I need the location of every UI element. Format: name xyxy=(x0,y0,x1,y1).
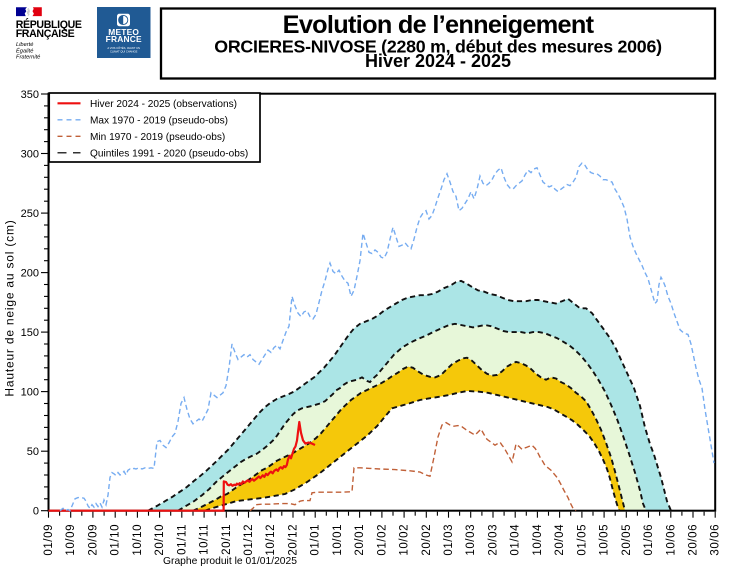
svg-text:20/12: 20/12 xyxy=(288,524,300,556)
svg-text:Hiver 2024 - 2025 (observation: Hiver 2024 - 2025 (observations) xyxy=(90,99,237,110)
svg-text:10/12: 10/12 xyxy=(265,524,277,556)
svg-text:01/02: 01/02 xyxy=(376,524,388,556)
svg-text:Graphe produit le 01/01/2025: Graphe produit le 01/01/2025 xyxy=(163,556,297,567)
svg-text:A VOS CÔTÉS, AVANT UN: A VOS CÔTÉS, AVANT UN xyxy=(107,45,140,50)
svg-text:01/06: 01/06 xyxy=(643,524,655,556)
svg-text:0: 0 xyxy=(33,506,39,518)
svg-text:METEO: METEO xyxy=(108,27,139,37)
svg-text:50: 50 xyxy=(27,446,39,458)
svg-text:20/03: 20/03 xyxy=(488,524,500,556)
svg-text:01/03: 01/03 xyxy=(443,524,455,556)
svg-text:100: 100 xyxy=(21,387,39,399)
svg-text:Max 1970 - 2019 (pseudo-obs): Max 1970 - 2019 (pseudo-obs) xyxy=(90,116,228,127)
svg-text:20/05: 20/05 xyxy=(621,524,633,556)
svg-text:01/11: 01/11 xyxy=(176,524,188,555)
svg-text:20/10: 20/10 xyxy=(154,524,166,556)
svg-text:ORCIERES-NIVOSE (2280 m, début: ORCIERES-NIVOSE (2280 m, début des mesur… xyxy=(214,37,662,57)
svg-text:10/04: 10/04 xyxy=(532,524,544,556)
svg-text:300: 300 xyxy=(21,149,39,161)
svg-text:Evolution de l’enneigement: Evolution de l’enneigement xyxy=(283,11,595,39)
svg-text:01/09: 01/09 xyxy=(43,524,55,556)
svg-text:200: 200 xyxy=(21,268,39,280)
svg-text:Égalité: Égalité xyxy=(16,47,33,54)
svg-text:01/10: 01/10 xyxy=(110,524,122,556)
svg-text:RÉPUBLIQUE: RÉPUBLIQUE xyxy=(16,18,82,31)
svg-text:10/03: 10/03 xyxy=(465,524,477,556)
svg-text:30/06: 30/06 xyxy=(710,524,722,556)
svg-text:250: 250 xyxy=(21,208,39,220)
svg-text:10/10: 10/10 xyxy=(132,524,144,556)
svg-text:Liberté: Liberté xyxy=(16,42,33,48)
svg-text:Quintiles 1991 - 2020 (pseudo-: Quintiles 1991 - 2020 (pseudo-obs) xyxy=(90,149,248,160)
svg-text:20/04: 20/04 xyxy=(554,524,566,556)
svg-text:10/05: 10/05 xyxy=(599,524,611,556)
svg-text:01/04: 01/04 xyxy=(510,524,522,556)
svg-text:10/09: 10/09 xyxy=(65,524,77,556)
svg-text:01/12: 01/12 xyxy=(243,524,255,556)
svg-text:10/06: 10/06 xyxy=(665,524,677,556)
svg-text:Fraternité: Fraternité xyxy=(16,55,40,61)
svg-text:350: 350 xyxy=(21,89,39,101)
svg-text:20/09: 20/09 xyxy=(87,524,99,556)
svg-text:Hiver 2024 - 2025: Hiver 2024 - 2025 xyxy=(365,51,511,71)
svg-text:150: 150 xyxy=(21,327,39,339)
svg-text:20/11: 20/11 xyxy=(221,524,233,555)
svg-text:10/02: 10/02 xyxy=(399,524,411,556)
svg-text:Hauteur de neige au sol (cm): Hauteur de neige au sol (cm) xyxy=(3,219,17,396)
svg-text:CLIMAT QUI CHANGE: CLIMAT QUI CHANGE xyxy=(110,50,138,54)
svg-text:01/05: 01/05 xyxy=(576,524,588,556)
svg-text:FRANÇAISE: FRANÇAISE xyxy=(16,28,75,40)
svg-text:10/01: 10/01 xyxy=(332,524,344,556)
svg-text:FRANCE: FRANCE xyxy=(106,34,142,44)
svg-text:Min 1970 - 2019 (pseudo-obs): Min 1970 - 2019 (pseudo-obs) xyxy=(90,132,225,143)
svg-text:01/01: 01/01 xyxy=(310,524,322,556)
svg-text:20/02: 20/02 xyxy=(421,524,433,556)
svg-text:20/01: 20/01 xyxy=(354,524,366,556)
svg-text:10/11: 10/11 xyxy=(199,524,211,555)
svg-text:20/06: 20/06 xyxy=(688,524,700,556)
